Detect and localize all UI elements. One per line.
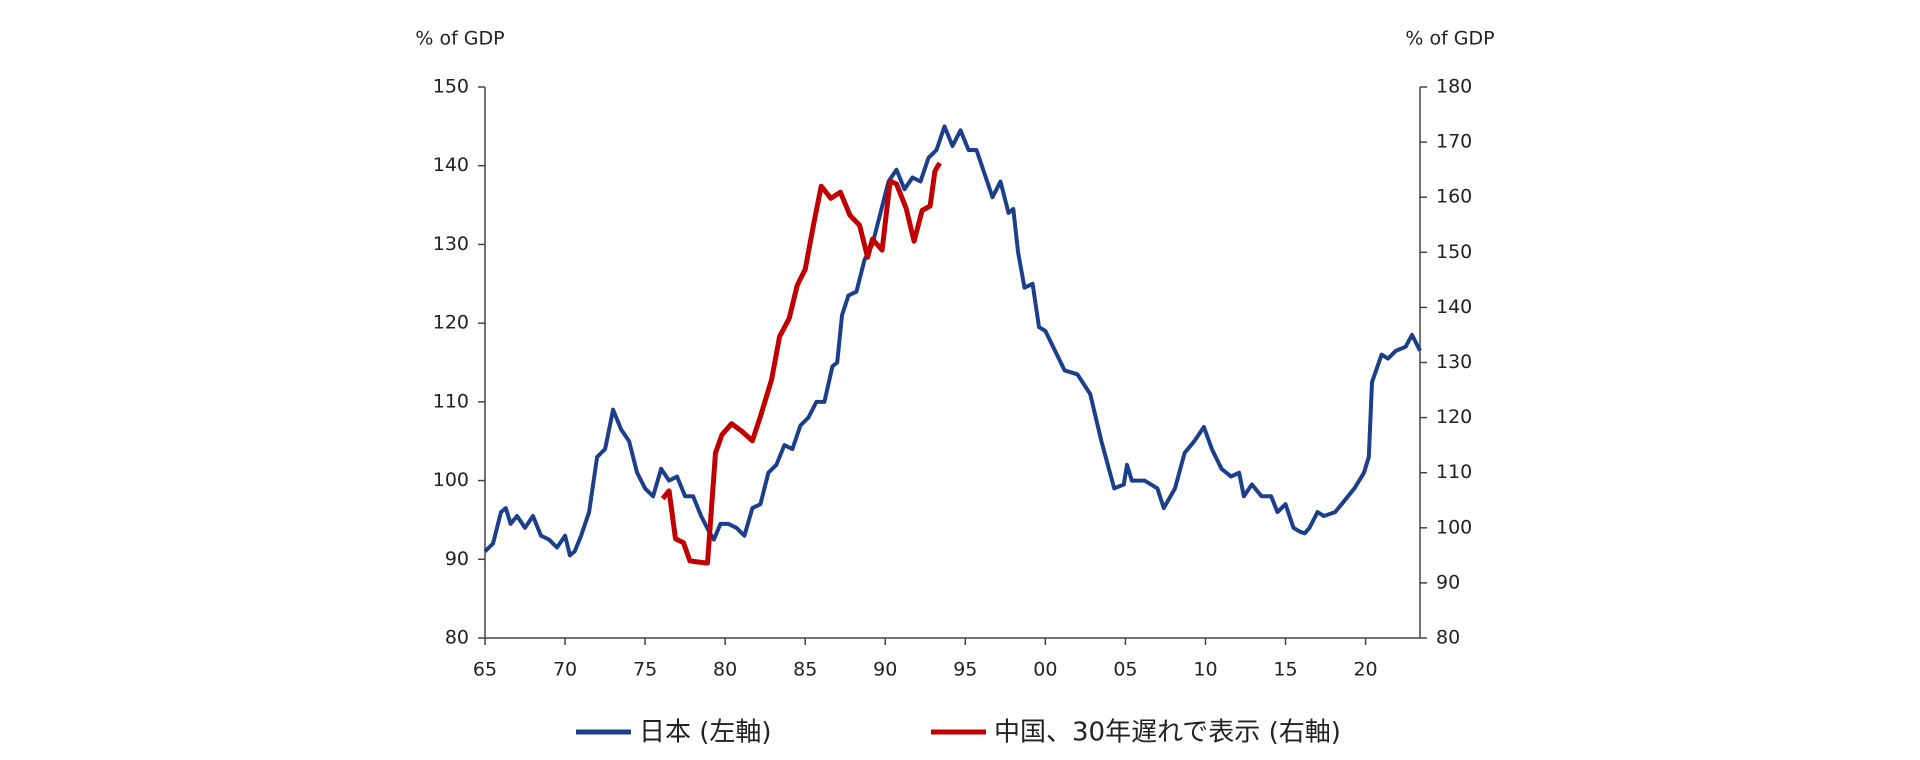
y2-tick-label: 100 [1436, 516, 1472, 538]
y2-tick-label: 120 [1436, 406, 1472, 428]
y2-tick-label: 90 [1436, 571, 1460, 593]
data-line [660, 161, 942, 566]
y-tick-label: 130 [433, 233, 469, 255]
x-tick-label: 20 [1353, 659, 1377, 681]
y-tick-label: 120 [433, 312, 469, 334]
y-tick-label: 90 [445, 548, 469, 570]
y2-tick-label: 110 [1436, 461, 1472, 483]
x-tick-label: 80 [713, 659, 737, 681]
y2-tick-label: 140 [1436, 296, 1472, 318]
x-tick-label: 70 [553, 659, 577, 681]
x-tick-label: 95 [953, 659, 977, 681]
legend: 日本 (左軸) 中国、30年遅れで表示 (右軸) [576, 718, 1341, 748]
x-tick-label: 85 [793, 659, 817, 681]
y2-tick-label: 180 [1436, 76, 1472, 98]
x-tick-label: 05 [1113, 659, 1137, 681]
y2-tick-label: 170 [1436, 131, 1472, 153]
legend-label: 日本 (左軸) [639, 718, 772, 748]
y2-tick-label: 160 [1436, 186, 1472, 208]
x-tick-label: 75 [633, 659, 657, 681]
x-tick-label: 10 [1193, 659, 1217, 681]
y-tick-label: 140 [433, 154, 469, 176]
y2-tick-label: 80 [1436, 627, 1460, 649]
y2-tick-label: 130 [1436, 351, 1472, 373]
y-tick-label: 80 [445, 627, 469, 649]
y-tick-label: 150 [433, 76, 469, 98]
data-line [483, 124, 1422, 558]
x-tick-label: 90 [873, 659, 897, 681]
legend-label: 中国、30年遅れで表示 (右軸) [994, 718, 1341, 748]
y2-axis-label: % of GDP [1405, 28, 1494, 50]
y-tick-label: 110 [433, 390, 469, 412]
y-axis-label: % of GDP [415, 28, 504, 50]
y-tick-label: 100 [433, 469, 469, 491]
y2-tick-label: 150 [1436, 241, 1472, 263]
x-tick-label: 00 [1033, 659, 1057, 681]
x-tick-label: 65 [473, 659, 497, 681]
x-tick-label: 15 [1273, 659, 1297, 681]
